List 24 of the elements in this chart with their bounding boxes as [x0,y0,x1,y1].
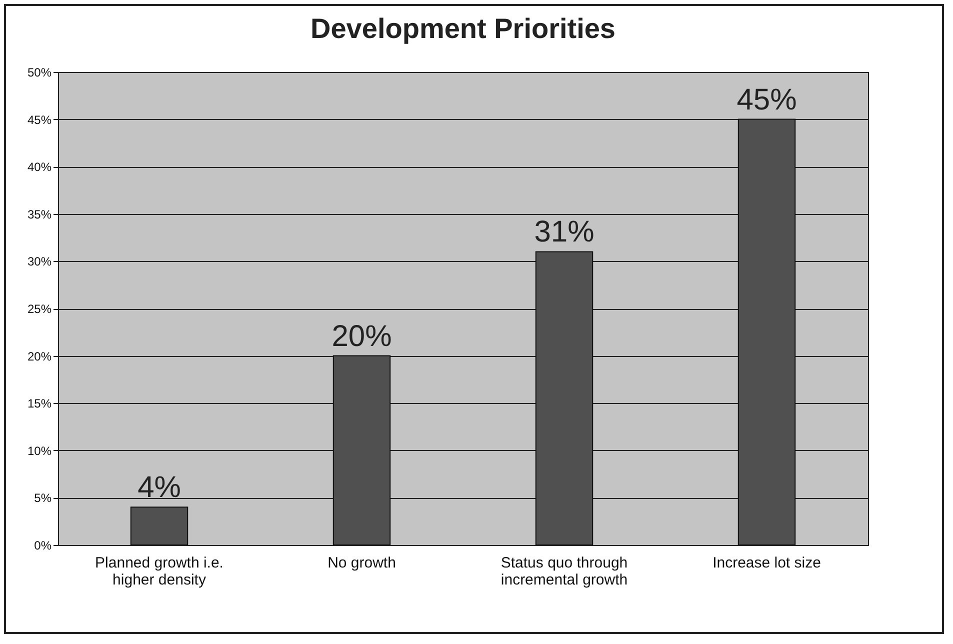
bar [535,251,594,546]
y-tick-label: 50% [27,66,52,80]
y-tick-label: 20% [27,349,52,364]
x-tick-label: Increase lot size [712,554,821,572]
y-tick-label: 35% [27,207,52,222]
x-tick-label: Planned growth i.e. higher density [95,554,224,588]
data-label: 4% [138,471,181,504]
x-tick-label: No growth [328,554,396,572]
y-tick-label: 10% [27,444,52,458]
y-tick-label: 30% [27,254,52,269]
data-label: 31% [534,216,594,249]
bar [332,355,391,546]
y-tick-label: 15% [27,396,52,411]
chart-title: Development Priorities [310,13,616,44]
bar [130,506,188,546]
x-tick-label: Status quo through incremental growth [500,554,628,588]
data-label: 45% [736,83,797,116]
y-tick-label: 45% [27,112,52,127]
y-tick-label: 40% [27,160,52,174]
y-tick-label: 25% [27,302,52,316]
y-tick-label: 0% [34,538,52,552]
y-tick-label: 5% [34,491,52,506]
bar [738,118,796,546]
data-label: 20% [332,320,392,353]
